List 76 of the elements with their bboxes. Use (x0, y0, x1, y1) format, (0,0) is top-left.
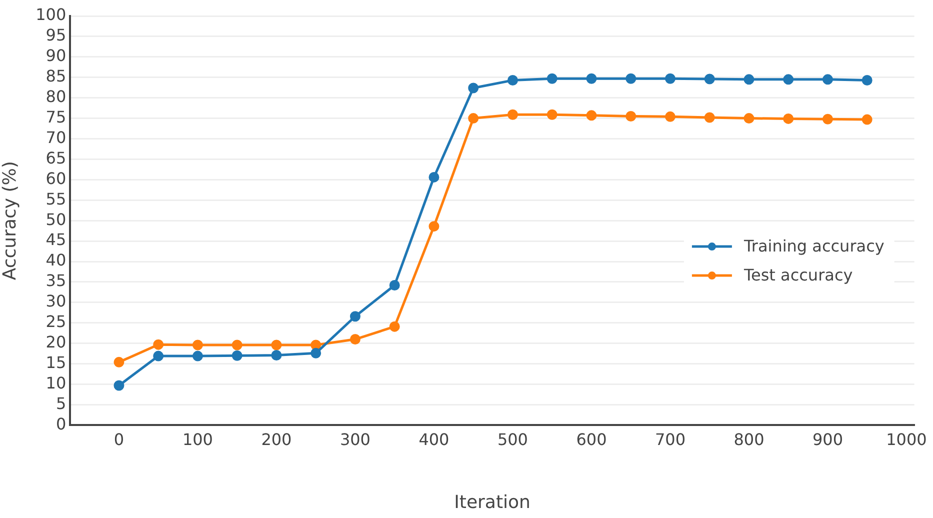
x-tick-label: 1000 (886, 430, 927, 449)
point (192, 340, 203, 350)
point (428, 221, 440, 232)
point (586, 110, 597, 121)
x-tick-label: 800 (734, 430, 764, 449)
point (586, 73, 597, 84)
point (626, 111, 636, 122)
y-tick-label: 40 (46, 250, 66, 270)
point (428, 172, 440, 182)
point (546, 109, 558, 120)
point (783, 113, 794, 124)
point (350, 334, 360, 345)
point (664, 111, 676, 122)
y-tick-label: 45 (46, 230, 66, 250)
x-tick-label: 400 (418, 430, 450, 449)
point (389, 280, 400, 291)
point (350, 311, 360, 322)
point (862, 74, 872, 86)
x-tick-label: 200 (261, 430, 292, 449)
y-tick-label: 60 (46, 168, 66, 188)
point (389, 321, 400, 332)
y-tick-label: 35 (46, 271, 66, 290)
point (114, 380, 124, 391)
y-tick-label: 10 (46, 373, 66, 392)
point (704, 74, 715, 84)
y-tick-label: 75 (46, 107, 66, 126)
y-tick-label: 95 (46, 26, 66, 45)
y-tick-label: 70 (46, 128, 66, 147)
y-tick-label: 0 (56, 414, 66, 434)
point (744, 113, 754, 124)
y-tick-label: 55 (46, 189, 66, 208)
y-tick-label: 80 (46, 86, 66, 106)
legend-label: Training accuracy (742, 236, 884, 256)
point (468, 113, 479, 124)
y-axis-title: Accuracy (%) (0, 161, 20, 280)
y-tick-label: 100 (36, 5, 66, 24)
x-tick-label: 300 (340, 430, 370, 449)
y-tick-label: 50 (46, 210, 66, 229)
point (664, 73, 676, 84)
y-tick-label: 90 (46, 46, 66, 66)
y-tick-label: 15 (46, 352, 66, 372)
y-tick-label: 30 (46, 292, 66, 311)
point (744, 74, 754, 85)
point (546, 73, 558, 84)
y-tick-label: 5 (56, 394, 66, 413)
point (310, 340, 322, 350)
x-tick-label: 500 (497, 430, 528, 449)
legend-label: Test accuracy (742, 266, 853, 285)
point (626, 73, 636, 84)
x-tick-label: 600 (576, 430, 607, 449)
point (114, 356, 124, 368)
point (232, 340, 242, 350)
point (192, 350, 203, 362)
x-axis-title: Iteration (454, 492, 530, 513)
point (822, 74, 833, 85)
point (704, 112, 715, 123)
point (271, 340, 282, 350)
point (822, 114, 833, 124)
point (310, 348, 322, 358)
point (271, 350, 282, 360)
point (153, 339, 164, 350)
point (862, 114, 872, 125)
x-tick-label: 100 (182, 430, 213, 449)
point (468, 82, 479, 94)
point (507, 109, 518, 120)
point (232, 350, 242, 361)
y-tick-label: 25 (46, 312, 66, 332)
point (783, 74, 794, 85)
y-tick-label: 20 (46, 332, 66, 352)
point (507, 74, 518, 86)
x-tick-label: 900 (812, 430, 843, 449)
point (153, 350, 164, 362)
y-tick-label: 65 (46, 148, 66, 168)
y-tick-label: 85 (46, 66, 66, 86)
x-tick-label: 0 (114, 430, 124, 449)
x-tick-label: 700 (654, 430, 686, 449)
